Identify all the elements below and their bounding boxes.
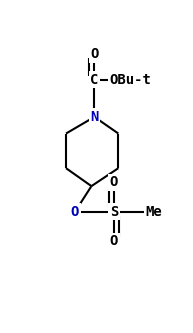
- Text: O: O: [110, 234, 118, 248]
- Text: S: S: [110, 205, 118, 219]
- Text: N: N: [90, 110, 99, 124]
- Text: O: O: [71, 205, 79, 219]
- Text: O: O: [90, 47, 99, 61]
- Text: C: C: [90, 73, 99, 87]
- Text: Me: Me: [145, 205, 162, 219]
- Text: O: O: [110, 175, 118, 189]
- Text: OBu-t: OBu-t: [109, 73, 151, 87]
